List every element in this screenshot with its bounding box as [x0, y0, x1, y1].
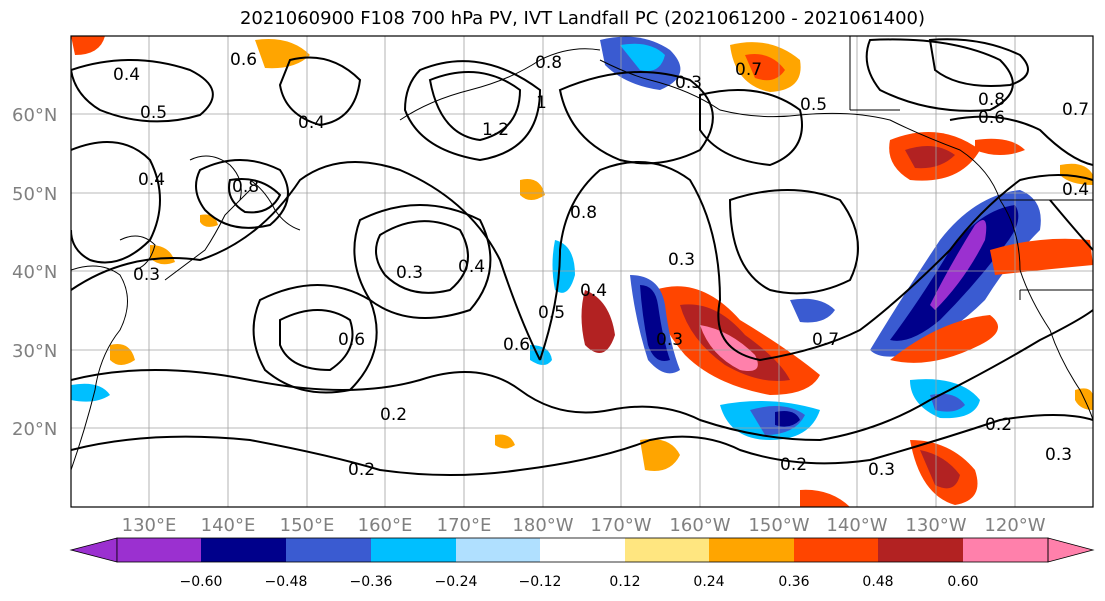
- colorbar-tick-label: 0.60: [947, 574, 978, 590]
- contour-label: 0.7: [812, 330, 839, 350]
- contour-label: 0.4: [138, 170, 165, 190]
- contour-label: 0.4: [113, 65, 140, 85]
- lat-label-20n: 20°N: [12, 419, 57, 440]
- colorbar-swatch: [540, 538, 625, 562]
- contour-label: 0.8: [570, 203, 597, 223]
- lat-label-60n: 60°N: [12, 105, 57, 126]
- colorbar-swatch: [456, 538, 540, 562]
- pv-contours: [71, 38, 1093, 476]
- contour-label: 0.3: [868, 460, 895, 480]
- contour-labels: 0.4 0.5 0.6 0.4 0.8 0.4 0.3 0.8 1.2 1 0.…: [113, 50, 1089, 480]
- contour-label: 0.2: [348, 460, 375, 480]
- contour-label: 0.6: [503, 335, 530, 355]
- lon-label: 140°W: [826, 515, 887, 536]
- colorbar-swatch: [286, 538, 371, 562]
- contour-label: 0.4: [458, 257, 485, 277]
- colorbar-swatch: [963, 538, 1048, 562]
- colorbar-tick-label: 0.48: [862, 574, 893, 590]
- colorbar-tick-label: −0.12: [519, 574, 562, 590]
- contour-label: 0.6: [978, 108, 1005, 128]
- colorbar-tick-labels: −0.60 −0.48 −0.36 −0.24 −0.12 0.12 0.24 …: [180, 574, 979, 590]
- latitude-labels: 60°N 50°N 40°N 30°N 20°N: [12, 105, 57, 440]
- contour-label: 0.7: [1062, 100, 1089, 120]
- colorbar-tick-label: 0.24: [693, 574, 724, 590]
- lon-label: 120°W: [984, 515, 1045, 536]
- colorbar-tick-label: −0.48: [265, 574, 308, 590]
- colorbar-swatch: [878, 538, 963, 562]
- colorbar-extend-high: [1047, 537, 1095, 563]
- contour-label: 0.5: [140, 103, 167, 123]
- contour-label: 0.2: [380, 405, 407, 425]
- colorbar-tick-label: −0.36: [350, 574, 393, 590]
- map-frame: [70, 35, 1094, 508]
- lat-label-40n: 40°N: [12, 262, 57, 283]
- contour-label: 0.3: [675, 73, 702, 93]
- contour-label: 0.3: [668, 250, 695, 270]
- contour-label: 0.3: [656, 330, 683, 350]
- colorbar-swatch: [625, 538, 709, 562]
- contour-label: 0.3: [1045, 445, 1072, 465]
- contour-label: 0.4: [1062, 180, 1089, 200]
- contour-label: 0.7: [735, 60, 762, 80]
- lon-label: 140°E: [201, 515, 256, 536]
- lon-label: 160°W: [669, 515, 730, 536]
- colorbar-swatch: [117, 538, 201, 562]
- colorbar: [69, 537, 1095, 563]
- lat-label-30n: 30°N: [12, 341, 57, 362]
- contour-label: 0.2: [780, 455, 807, 475]
- contour-label: 0.2: [985, 415, 1012, 435]
- lon-label: 170°E: [437, 515, 492, 536]
- colorbar-swatch: [709, 538, 794, 562]
- coastlines: [71, 36, 1093, 471]
- lon-label: 130°W: [905, 515, 966, 536]
- colorbar-tick-label: 0.12: [609, 574, 640, 590]
- contour-label: 0.6: [230, 50, 257, 70]
- lon-label: 130°E: [122, 515, 177, 536]
- colorbar-extend-low: [69, 537, 118, 563]
- contour-label: 0.4: [298, 113, 325, 133]
- contour-label: 1: [536, 93, 547, 113]
- lon-label: 180°W: [512, 515, 573, 536]
- colorbar-swatch: [794, 538, 878, 562]
- colorbar-frame: [116, 537, 1049, 563]
- contour-label: 0.8: [232, 177, 259, 197]
- colorbar-tick-label: 0.36: [778, 574, 809, 590]
- colorbar-tick-label: −0.60: [180, 574, 223, 590]
- map-panel: 0.4 0.5 0.6 0.4 0.8 0.4 0.3 0.8 1.2 1 0.…: [71, 36, 1093, 507]
- lon-label: 150°W: [748, 515, 809, 536]
- pv-shading: [71, 36, 1093, 507]
- contour-label: 0.8: [978, 90, 1005, 110]
- colorbar-swatch: [201, 538, 286, 562]
- contour-label: 0.5: [538, 303, 565, 323]
- longitude-labels: 130°E 140°E 150°E 160°E 170°E 180°W 170°…: [122, 515, 1046, 536]
- map-title: 2021060900 F108 700 hPa PV, IVT Landfall…: [239, 8, 926, 29]
- contour-label: 0.3: [133, 265, 160, 285]
- contour-label: 0.3: [396, 263, 423, 283]
- lon-label: 150°E: [280, 515, 335, 536]
- contour-label: 0.6: [338, 330, 365, 350]
- contour-label: 1.2: [482, 120, 509, 140]
- colorbar-tick-label: −0.24: [435, 574, 478, 590]
- lon-label: 160°E: [358, 515, 413, 536]
- lat-label-50n: 50°N: [12, 184, 57, 205]
- contour-label: 0.8: [535, 53, 562, 73]
- colorbar-swatch: [371, 538, 456, 562]
- contour-label: 0.5: [800, 95, 827, 115]
- lon-label: 170°W: [590, 515, 651, 536]
- contour-label: 0.4: [580, 281, 607, 301]
